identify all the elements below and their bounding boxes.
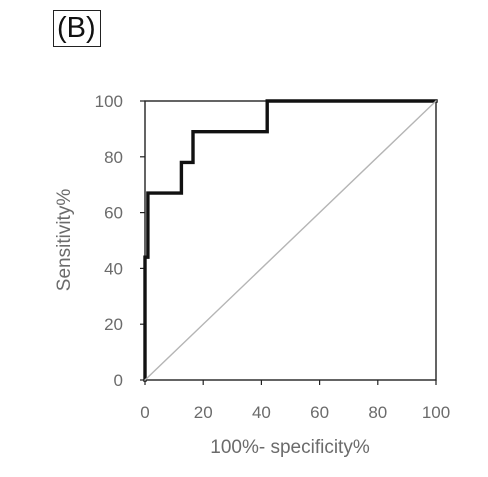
x-tick-label: 100 bbox=[422, 403, 450, 422]
x-tick-label: 0 bbox=[140, 403, 149, 422]
x-axis-title: 100%- specificity% bbox=[210, 437, 370, 458]
y-tick-label: 60 bbox=[104, 204, 123, 223]
reference-diagonal bbox=[144, 100, 437, 381]
y-tick-label: 0 bbox=[114, 371, 123, 390]
x-tick-label: 60 bbox=[310, 403, 329, 422]
x-tick-label: 80 bbox=[368, 403, 387, 422]
y-tick-label: 80 bbox=[104, 148, 123, 167]
plot-area: 0 20 40 60 80 100 0 20 40 60 80 100 bbox=[95, 92, 451, 422]
x-tick-label: 20 bbox=[194, 403, 213, 422]
roc-curve bbox=[143, 99, 438, 382]
x-tick-label: 40 bbox=[252, 403, 271, 422]
y-tick-label: 100 bbox=[95, 92, 123, 111]
panel-label: (B) bbox=[53, 10, 101, 47]
y-axis-title: Sensitivity% bbox=[54, 189, 75, 292]
y-tick-label: 20 bbox=[104, 315, 123, 334]
y-tick-label: 40 bbox=[104, 259, 123, 278]
